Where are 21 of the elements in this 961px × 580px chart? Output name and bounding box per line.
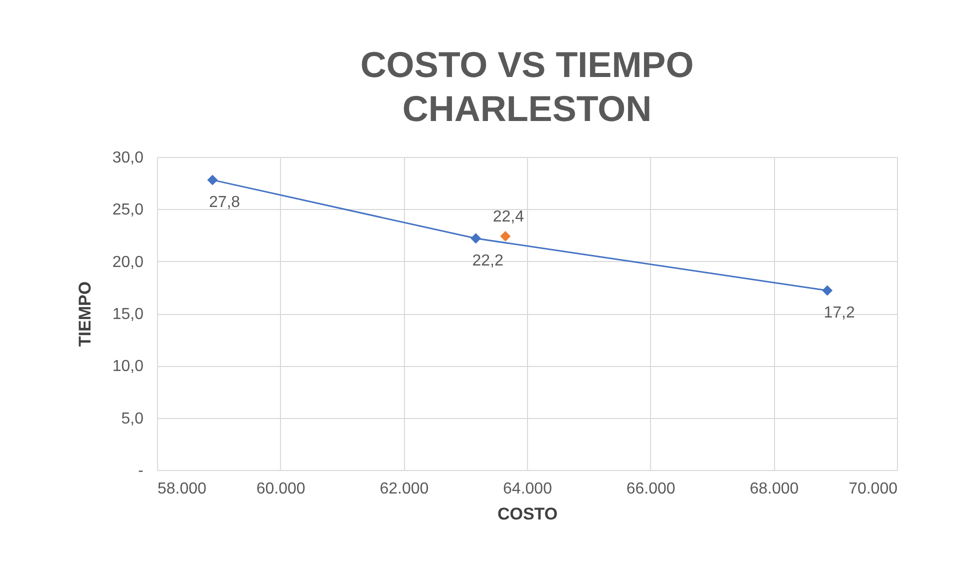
x-tick-label: 68.000 [750,480,799,498]
data-label: 22,4 [492,208,524,226]
y-tick-label: 10,0 [112,358,144,376]
x-tick-label: 70.000 [848,480,898,498]
y-tick-label: 20,0 [112,254,144,271]
x-tick-label: 60.000 [256,480,306,498]
x-tick-label: 62.000 [380,480,429,498]
data-label: 22,2 [472,252,504,270]
y-tick-label: 15,0 [112,306,144,323]
y-tick-label: 5,0 [121,410,144,428]
data-label: 17,2 [824,304,855,322]
chart-title: COSTO VS TIEMPO CHARLESTON [360,44,694,129]
y-tick-label: 30,0 [112,150,144,166]
y-axis-title: TIEMPO [75,281,94,347]
y-tick-label: 25,0 [112,202,144,219]
data-label: 27,8 [208,194,240,211]
y-tick-label: - [138,462,144,480]
x-tick-label: 58.000 [158,480,207,498]
x-axis-title: COSTO [497,504,558,524]
x-tick-label: 66.000 [626,480,676,498]
x-tick-label: 64.000 [503,480,552,498]
